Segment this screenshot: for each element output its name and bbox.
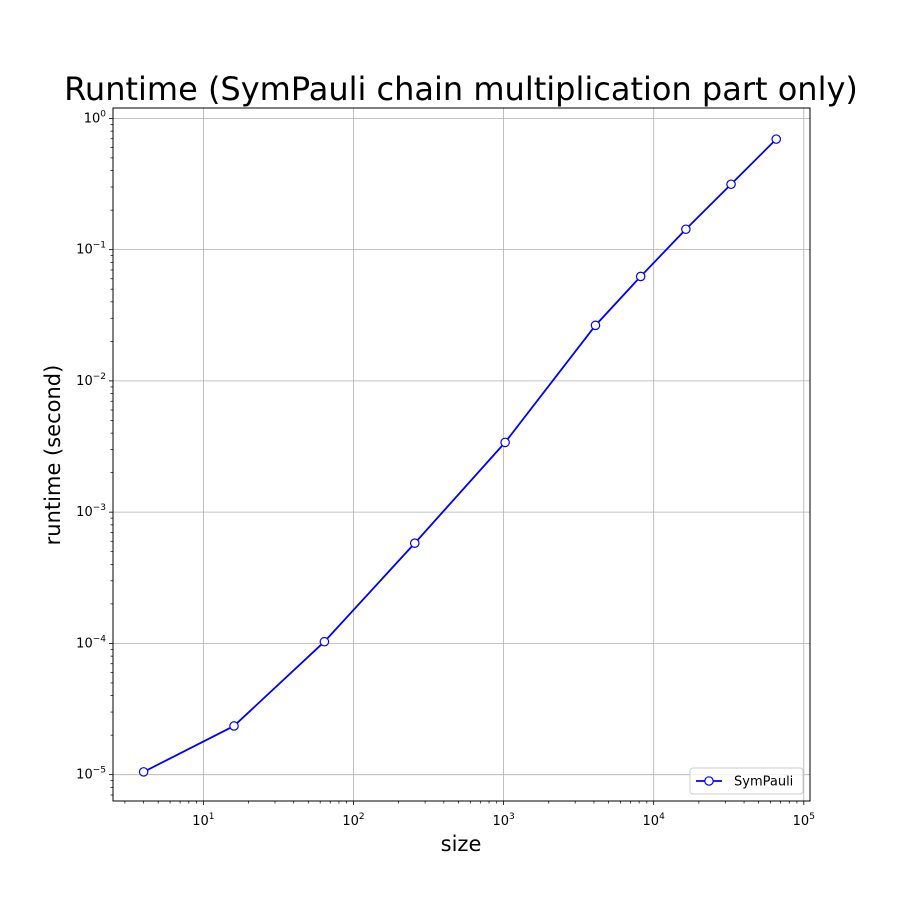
series-line-sympauli: [143, 138, 777, 773]
legend: SymPauli: [689, 767, 804, 795]
y-tick-label: 10−4: [76, 634, 106, 651]
data-point: [409, 538, 420, 549]
chart-title: Runtime (SymPauli chain multiplication p…: [64, 70, 858, 108]
y-tick-label: 10−2: [76, 372, 106, 389]
data-point: [138, 767, 149, 777]
data-point: [229, 721, 239, 731]
legend-box: [689, 767, 804, 795]
x-tick-label: 104: [643, 812, 666, 829]
data-point: [590, 320, 601, 331]
x-tick-label: 102: [342, 812, 364, 829]
legend-entry-sympauli: SymPauli: [734, 775, 793, 790]
y-axis-ticks: 10−5 10−4 10−3 10−2 10−1 100: [76, 109, 113, 796]
series-layer: [138, 134, 782, 777]
y-axis-label: runtime (second): [41, 365, 65, 546]
y-tick-label: 10−1: [76, 241, 106, 258]
y-tick-label: 100: [84, 109, 107, 126]
x-axis-label: size: [441, 832, 482, 856]
data-point: [500, 437, 510, 448]
plot-frame: [112, 107, 811, 802]
data-point: [681, 224, 691, 235]
x-tick-label: 103: [492, 812, 514, 829]
grid: [113, 108, 810, 801]
x-tick-label: 105: [793, 812, 815, 829]
legend-marker: [704, 776, 714, 786]
y-tick-label: 10−3: [76, 503, 106, 520]
y-tick-label: 10−5: [76, 766, 106, 783]
x-tick-label: 101: [192, 812, 214, 829]
data-point: [319, 636, 330, 647]
data-point: [771, 134, 782, 144]
data-point: [635, 271, 646, 282]
x-axis-ticks: 101 102 103 104 105: [124, 801, 815, 829]
data-point: [726, 179, 736, 190]
